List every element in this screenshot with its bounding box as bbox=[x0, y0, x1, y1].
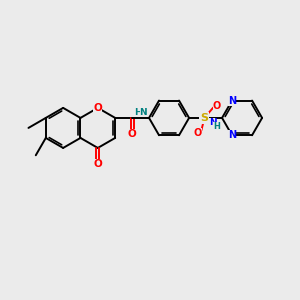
Text: S: S bbox=[200, 113, 208, 123]
Text: H: H bbox=[135, 108, 142, 117]
Text: H: H bbox=[213, 122, 220, 130]
Text: O: O bbox=[93, 103, 102, 113]
Text: O: O bbox=[93, 159, 102, 169]
Text: N: N bbox=[209, 118, 216, 127]
Text: O: O bbox=[128, 128, 136, 139]
Text: N: N bbox=[228, 96, 236, 106]
Text: N: N bbox=[140, 108, 147, 117]
Text: N: N bbox=[228, 130, 236, 140]
Text: O: O bbox=[213, 101, 221, 111]
Text: O: O bbox=[194, 128, 202, 138]
